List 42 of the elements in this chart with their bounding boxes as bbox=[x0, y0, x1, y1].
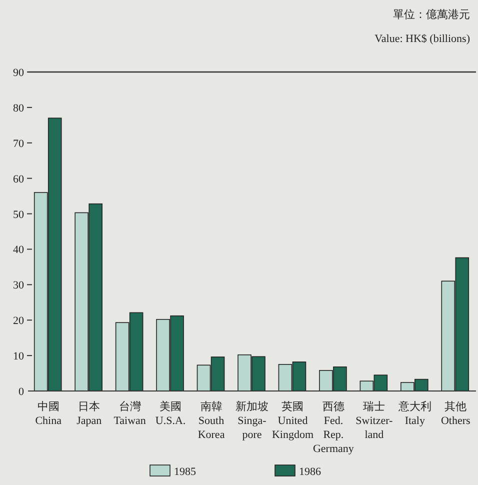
xtick: 西德 bbox=[322, 401, 344, 413]
xtick: 其他 bbox=[444, 401, 467, 413]
xtick: Japan bbox=[76, 415, 102, 427]
ytick: 30 bbox=[13, 280, 24, 292]
xtick: 英國 bbox=[282, 401, 304, 413]
xtick: Italy bbox=[404, 415, 425, 427]
xtick: 意大利 bbox=[398, 401, 432, 413]
ytick: 10 bbox=[13, 350, 24, 363]
xtick: pore bbox=[242, 429, 262, 441]
ytick: 50 bbox=[13, 208, 24, 221]
xtick: 南韓 bbox=[200, 401, 222, 413]
annotation: Value: HK$ (billions) bbox=[374, 33, 470, 45]
ytick: 20 bbox=[13, 315, 24, 328]
annotation: 單位：億萬港元 bbox=[393, 9, 470, 21]
xtick: United bbox=[278, 415, 308, 427]
ytick: 40 bbox=[13, 244, 24, 256]
xtick: South bbox=[198, 415, 224, 427]
xtick: land bbox=[364, 429, 384, 441]
xtick: Rep. bbox=[323, 429, 344, 441]
xtick: 台灣 bbox=[118, 401, 141, 413]
ytick: 80 bbox=[13, 102, 24, 114]
xtick: Kingdom bbox=[272, 429, 314, 441]
ytick: 0 bbox=[18, 386, 24, 398]
xtick: Others bbox=[440, 415, 470, 427]
xtick: Korea bbox=[198, 429, 225, 441]
xtick: Germany bbox=[312, 443, 354, 455]
xtick: Switzer- bbox=[356, 415, 393, 427]
ytick: 90 bbox=[13, 67, 24, 79]
xtick: Fed. bbox=[324, 415, 344, 427]
xtick: 美國 bbox=[160, 401, 182, 413]
xtick: Taiwan bbox=[114, 415, 146, 427]
xtick: U.S.A. bbox=[155, 415, 186, 427]
xtick: China bbox=[35, 415, 62, 427]
ytick: 60 bbox=[13, 173, 24, 186]
xtick: 瑞士 bbox=[363, 401, 386, 413]
xtick: Singa- bbox=[238, 415, 266, 427]
xtick: 新加坡 bbox=[236, 401, 268, 413]
xtick: 中國 bbox=[37, 401, 60, 413]
xtick: 日本 bbox=[78, 401, 100, 413]
ytick: 70 bbox=[13, 138, 24, 150]
legend-label: 1986 bbox=[299, 466, 321, 478]
legend-label: 1985 bbox=[174, 466, 196, 478]
